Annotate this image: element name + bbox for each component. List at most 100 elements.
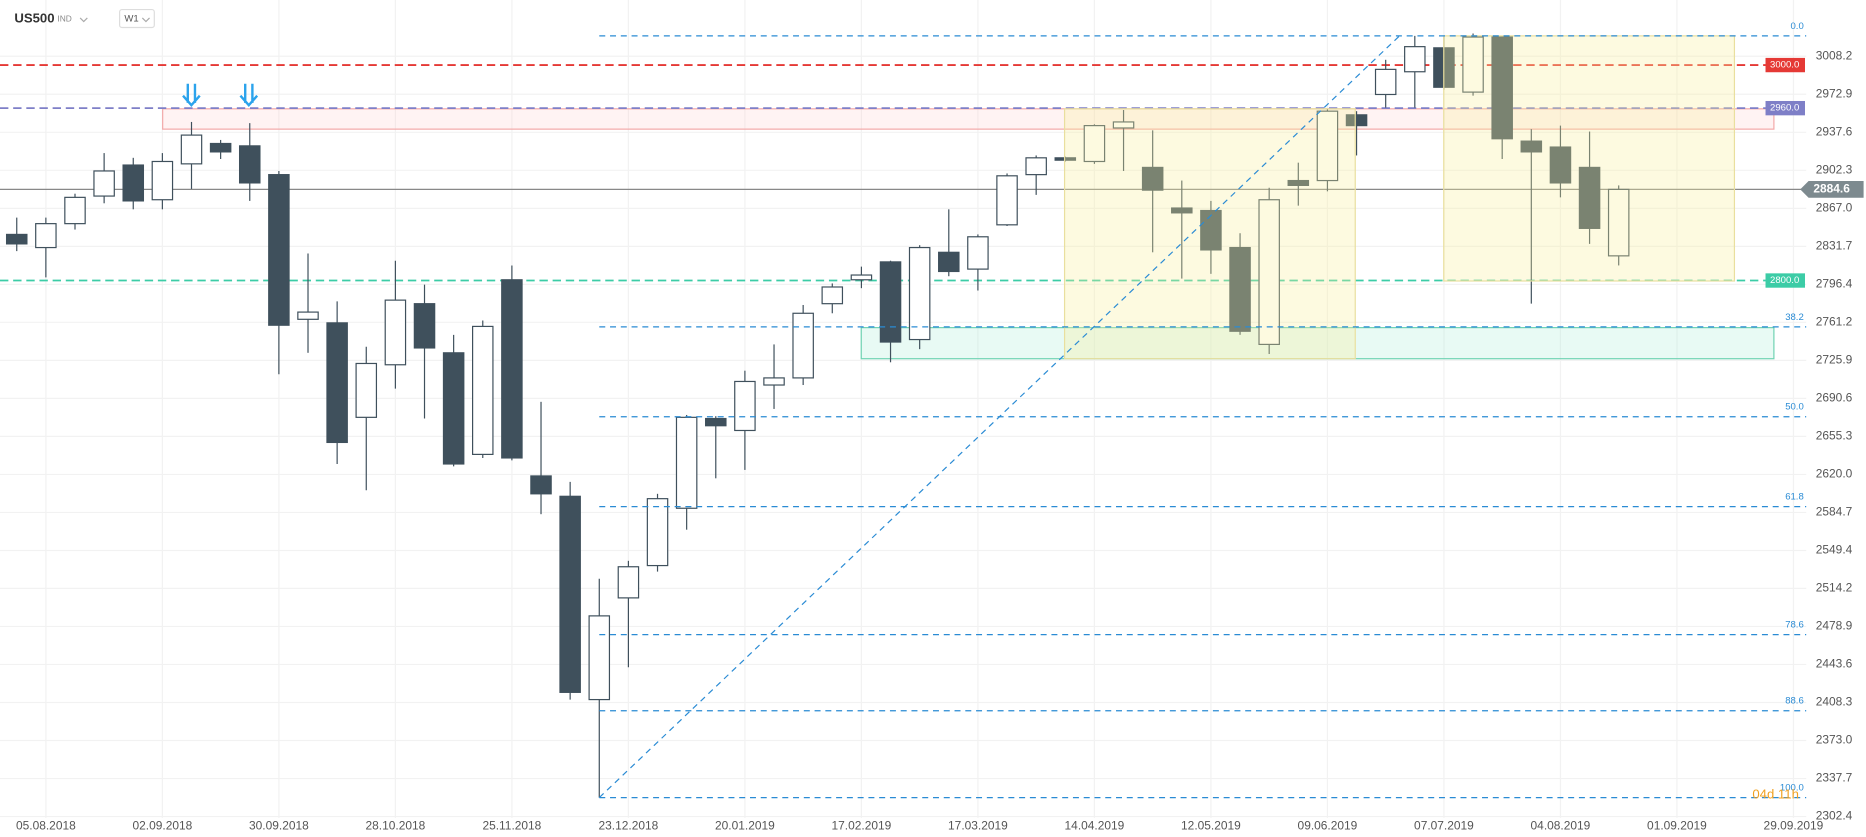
candle-body [1404,46,1426,73]
symbol: US500 [14,11,54,26]
y-tick-label: 2478.9 [1816,619,1853,633]
candle-body [646,498,669,567]
candle-body [1549,146,1572,184]
x-tick-label: 23.12.2018 [599,818,659,832]
candle-body [442,352,465,465]
y-tick-label: 2443.6 [1816,657,1853,671]
candle-body [1258,199,1280,346]
candle-body [472,325,494,455]
fib-trend [598,35,1400,799]
y-tick-label: 2549.4 [1816,543,1853,557]
candle-body [967,236,989,270]
candle-body [1200,209,1222,251]
pattern-box [1063,108,1356,360]
candle-body [763,377,785,386]
x-tick-label: 25.11.2018 [482,818,541,832]
candle-body [326,322,348,444]
fibonacci: 0.0 38.2 50.0 61.8 78.6 88.6 100.0 [598,21,1807,799]
y-tick-label: 2972.9 [1816,86,1853,100]
candle-body [297,311,319,320]
fib-label: 100.0 [1780,783,1804,794]
x-tick-label: 04.08.2019 [1531,818,1591,832]
grid [0,0,1807,818]
y-tick-label: 2902.3 [1816,162,1853,176]
candle-body [1520,140,1543,153]
candle-body [268,174,290,326]
arrow [239,83,259,108]
candle-body [1462,36,1484,93]
candle-body [588,615,611,701]
support-zone [860,327,1775,360]
candle-body [1491,36,1513,140]
fib-label: 50.0 [1785,402,1804,413]
candle-body [530,475,552,495]
timeframe[interactable]: W1 [124,14,138,25]
x-tick-label: 05.08.2018 [16,818,76,832]
y-tick-label: 2337.7 [1816,771,1853,785]
instrument-class[interactable]: IND [57,13,71,23]
x-tick-label: 20.01.2019 [715,818,775,832]
candle-body [64,196,86,225]
level-label: 2800.0 [1770,275,1799,286]
candle-body [355,362,378,418]
x-tick-label: 07.07.2019 [1414,818,1474,832]
candle-body [1578,166,1601,229]
candle-body [209,142,232,153]
last-price-label: 2884.6 [1813,182,1850,196]
fib-label: 88.6 [1785,696,1804,707]
y-tick-label: 2302.4 [1816,809,1853,823]
y-tick-label: 2867.0 [1816,201,1853,215]
level-label-box [1765,273,1805,288]
candle-body [1025,157,1047,176]
x-tick-label: 14.04.2019 [1065,818,1125,832]
y-tick-label: 2408.3 [1816,695,1853,709]
candle-body [238,145,261,184]
candle-body [1054,157,1077,161]
candle-body [413,303,436,349]
x-tick-label: 09.06.2019 [1298,818,1358,832]
arrow [182,83,201,108]
candle-body [180,134,203,165]
candle-body [35,223,57,249]
y-tick-label: 3008.2 [1816,48,1853,62]
candle-body [1607,188,1630,257]
candle-body [93,170,115,197]
candle-body [1287,179,1310,186]
y-tick-label: 2761.2 [1816,314,1853,328]
last-price-box [1800,181,1864,198]
x-tick-label: 30.09.2018 [249,818,309,832]
pattern-box [1443,35,1736,282]
candle-body [675,416,698,509]
x-tick-label: 01.09.2019 [1647,818,1707,832]
candle-body [908,246,931,341]
candle-body [705,417,727,427]
level-label: 2960.0 [1770,103,1799,114]
candle-body [501,279,523,459]
candle-body [938,251,960,273]
signal-arrows [182,83,259,108]
candle-body [5,233,28,245]
x-tick-label: 17.02.2019 [832,818,892,832]
candle-body [1374,68,1397,96]
fib-label: 38.2 [1785,312,1804,323]
candle-body [821,286,844,305]
y-tick-label: 2831.7 [1816,239,1853,253]
candles [5,33,1630,798]
y-tick-label: 2584.7 [1816,505,1853,519]
candle-body [1112,121,1135,129]
y-tick-label: 2373.0 [1816,733,1853,747]
fib-label: 61.8 [1785,492,1804,503]
timeframe-box[interactable] [119,8,155,29]
candle-body [384,299,407,366]
candle-body [879,261,902,343]
y-tick-label: 2655.3 [1816,429,1853,443]
x-tick-label: 29.09.2019 [1764,818,1824,832]
x-tick-label: 17.03.2019 [948,818,1008,832]
candle-body [151,160,174,201]
fib-label: 78.6 [1785,620,1804,631]
dropdown-caret [79,17,88,23]
candle-body [1316,110,1339,182]
y-tick-label: 2937.6 [1816,124,1853,138]
x-tick-label: 12.05.2019 [1181,818,1241,832]
